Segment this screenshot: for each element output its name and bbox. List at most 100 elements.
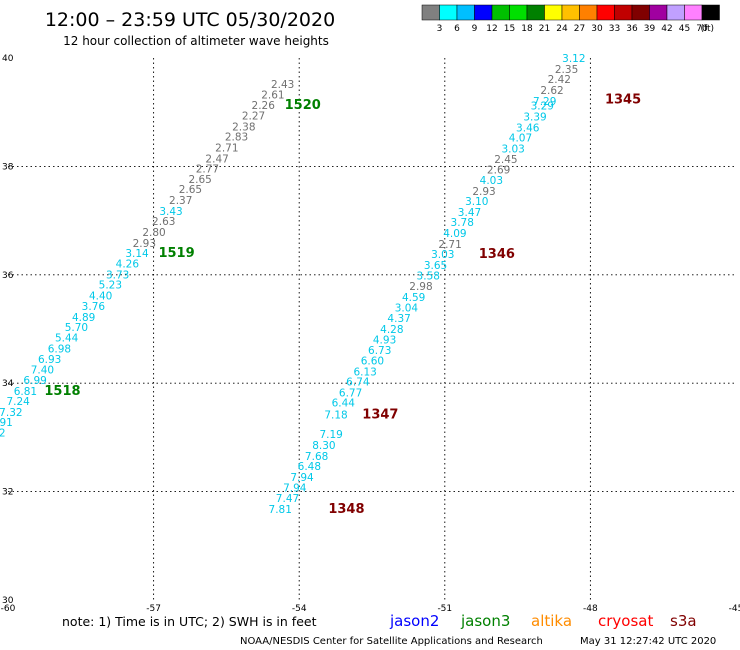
wave-height-point: 6.98 xyxy=(48,344,71,356)
wave-height-point: 2.69 xyxy=(487,165,510,177)
legend-swatch xyxy=(579,4,598,21)
data-points: 2.432.612.262.272.382.832.712.472.772.65… xyxy=(0,53,586,516)
wave-height-point: 6.77 xyxy=(339,387,362,399)
legend-swatch xyxy=(526,4,545,21)
wave-height-point: 3.73 xyxy=(106,269,129,281)
wave-height-point: 3.47 xyxy=(458,207,481,219)
wave-height-point: 2.26 xyxy=(252,100,276,112)
y-tick-label: 34 xyxy=(2,379,14,389)
wave-height-point: 2.47 xyxy=(205,153,228,165)
chart-title: 12:00 – 23:59 UTC 05/30/2020 xyxy=(45,9,335,31)
wave-height-point: 2.80 xyxy=(142,227,165,239)
wave-height-point: 6.44 xyxy=(332,398,356,410)
wave-height-point: 6.81 xyxy=(14,386,37,398)
revolution-label: 1519 xyxy=(158,246,194,261)
wave-height-point: 4.28 xyxy=(380,324,403,336)
wave-height-point: 2.77 xyxy=(196,164,219,176)
legend-swatch xyxy=(421,4,440,21)
wave-height-point: 6.93 xyxy=(38,354,61,366)
legend-swatch xyxy=(666,4,685,21)
wave-height-point: 5.70 xyxy=(65,322,88,334)
satellite-name-jason3: jason3 xyxy=(460,612,510,630)
chart-subtitle: 12 hour collection of altimeter wave hei… xyxy=(63,34,329,48)
wave-height-point: 2.61 xyxy=(261,89,284,101)
wave-height-point: 3.43 xyxy=(159,206,182,218)
legend-label: 24 xyxy=(556,24,568,34)
wave-height-point: 5.23 xyxy=(99,280,122,292)
wave-height-point: 4.03 xyxy=(480,175,503,187)
wave-height-point: 2.98 xyxy=(409,281,432,293)
satellite-name-s3a: s3a xyxy=(670,612,697,630)
legend-label: 27 xyxy=(574,24,585,34)
legend-label: (ft) xyxy=(700,24,714,34)
satellite-name-jason2: jason2 xyxy=(389,612,439,630)
wave-height-point: 4.89 xyxy=(72,312,95,324)
wave-height-point: 2.37 xyxy=(169,195,192,207)
revolution-label: 1520 xyxy=(285,98,321,113)
wave-height-point: 2.71 xyxy=(438,239,461,251)
credit-text: NOAA/NESDIS Center for Satellite Applica… xyxy=(240,636,543,647)
wave-height-point: 7.94 xyxy=(283,482,307,494)
legend-swatch xyxy=(439,4,458,21)
wave-height-point: 3.46 xyxy=(516,122,540,134)
x-tick-label: -60 xyxy=(1,604,16,614)
timestamp-text: May 31 12:27:42 UTC 2020 xyxy=(580,636,716,647)
wave-height-point: 3.39 xyxy=(523,112,546,124)
wave-height-point: 7.81 xyxy=(269,504,292,516)
legend-swatch xyxy=(596,4,615,21)
wave-height-point: 7.47 xyxy=(276,493,299,505)
wave-height-point: 7.94 xyxy=(290,472,314,484)
wave-height-point: 3.78 xyxy=(451,217,474,229)
legend-swatch xyxy=(684,4,703,21)
wave-height-point: 6.73 xyxy=(368,345,391,357)
revolution-label: 1345 xyxy=(605,93,641,108)
wave-height-point: 2.93 xyxy=(472,186,495,198)
wave-height-point: 5.44 xyxy=(55,333,79,345)
legend-swatch xyxy=(701,4,720,21)
x-tick-label: -51 xyxy=(437,604,452,614)
wave-height-point: 7.18 xyxy=(324,410,347,422)
legend-label: 21 xyxy=(539,24,550,34)
wave-height-point: 3.12 xyxy=(562,53,585,65)
wave-height-point: 3.03 xyxy=(501,144,524,156)
grid-lines xyxy=(8,58,736,600)
wave-height-point: 8.30 xyxy=(312,440,335,452)
plot-area: -60-57-54-51-48-45303234363840 2.432.612… xyxy=(0,53,740,614)
wave-height-point: 4.93 xyxy=(373,334,396,346)
y-tick-label: 38 xyxy=(2,162,14,172)
x-tick-label: -54 xyxy=(292,604,307,614)
revolution-label: 1346 xyxy=(479,247,515,262)
wave-height-point: 6.74 xyxy=(346,377,370,389)
legend-label: 36 xyxy=(626,24,638,34)
legend-swatch xyxy=(509,4,528,21)
legend-label: 33 xyxy=(609,24,620,34)
wave-height-point: 2.71 xyxy=(215,142,238,154)
wave-height-point: 6.60 xyxy=(361,355,384,367)
wave-height-point: 7.40 xyxy=(31,365,54,377)
wave-height-point: 4.59 xyxy=(402,292,425,304)
wave-height-point: 7.72 xyxy=(0,428,6,440)
wave-height-point: 7.32 xyxy=(0,407,23,419)
wave-height-point: 4.40 xyxy=(89,290,112,302)
color-scale-legend: 3 6 9 12 15 18 21 24 27 30 33 36 39 42 45 70(ft) xyxy=(421,4,720,34)
legend-swatch xyxy=(614,4,633,21)
wave-height-point: 2.93 xyxy=(133,238,156,250)
legend-label: 3 xyxy=(437,24,443,34)
wave-height-point: 2.35 xyxy=(555,64,578,76)
wave-height-point: 7.68 xyxy=(305,451,328,463)
legend-swatch xyxy=(474,4,493,21)
wave-height-point: 4.26 xyxy=(116,258,140,270)
wave-height-point: 3.04 xyxy=(395,302,419,314)
wave-height-point: 2.27 xyxy=(242,110,265,122)
revolution-label: 1348 xyxy=(328,502,364,517)
wave-height-point: 2.65 xyxy=(179,184,202,196)
wave-height-point: 2.43 xyxy=(271,79,294,91)
wave-height-point: 3.76 xyxy=(82,301,106,313)
legend-swatch xyxy=(631,4,650,21)
wave-height-point: 2.45 xyxy=(494,154,517,166)
wave-height-point: 2.38 xyxy=(232,121,255,133)
y-tick-label: 32 xyxy=(2,488,13,498)
legend-swatch xyxy=(561,4,580,21)
revolution-labels: 15201519151815171345134613471348 xyxy=(44,93,641,517)
